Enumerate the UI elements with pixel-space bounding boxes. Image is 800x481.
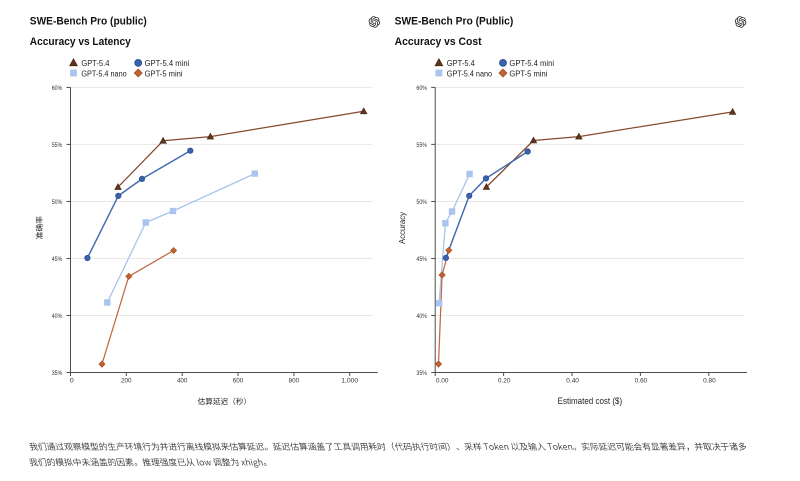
svg-text:0: 0 <box>70 378 74 385</box>
svg-text:55%: 55% <box>416 142 427 149</box>
svg-text:200: 200 <box>121 378 132 385</box>
svg-text:0.00: 0.00 <box>436 378 449 385</box>
svg-text:Accuracy vs Latency: Accuracy vs Latency <box>30 36 132 48</box>
svg-text:1,000: 1,000 <box>341 378 358 385</box>
svg-text:55%: 55% <box>52 142 63 149</box>
svg-text:Accuracy vs Cost: Accuracy vs Cost <box>395 36 482 48</box>
svg-text:400: 400 <box>177 378 188 385</box>
svg-text:45%: 45% <box>52 256 63 263</box>
svg-text:45%: 45% <box>416 256 427 263</box>
svg-text:GPT-5.4 mini: GPT-5.4 mini <box>145 59 190 68</box>
svg-text:0.60: 0.60 <box>635 378 648 385</box>
svg-text:GPT-5.4 mini: GPT-5.4 mini <box>509 59 554 68</box>
svg-text:Estimated cost ($): Estimated cost ($) <box>558 396 623 406</box>
svg-text:50%: 50% <box>52 199 63 206</box>
svg-text:600: 600 <box>233 378 244 385</box>
svg-text:SWE-Bench Pro (Public): SWE-Bench Pro (Public) <box>395 15 514 27</box>
svg-text:60%: 60% <box>416 85 427 92</box>
svg-text:40%: 40% <box>416 313 427 320</box>
svg-text:35%: 35% <box>416 370 427 377</box>
svg-text:50%: 50% <box>416 199 427 206</box>
svg-text:GPT-5 mini: GPT-5 mini <box>145 69 183 78</box>
svg-text:60%: 60% <box>52 85 63 92</box>
svg-text:800: 800 <box>289 378 300 385</box>
svg-text:35%: 35% <box>52 370 63 377</box>
svg-text:40%: 40% <box>52 313 63 320</box>
svg-text:0.40: 0.40 <box>566 378 579 385</box>
svg-text:0.80: 0.80 <box>703 378 716 385</box>
svg-text:SWE-Bench Pro (public): SWE-Bench Pro (public) <box>30 15 147 27</box>
svg-text:Accuracy: Accuracy <box>397 211 407 244</box>
svg-text:GPT-5.4 nano: GPT-5.4 nano <box>81 69 127 78</box>
svg-text:GPT-5 mini: GPT-5 mini <box>509 69 547 78</box>
svg-text:GPT-5.4: GPT-5.4 <box>81 59 110 68</box>
svg-text:GPT-5.4: GPT-5.4 <box>447 59 476 68</box>
svg-text:0.20: 0.20 <box>498 378 511 385</box>
svg-text:GPT-5.4 nano: GPT-5.4 nano <box>447 69 493 78</box>
